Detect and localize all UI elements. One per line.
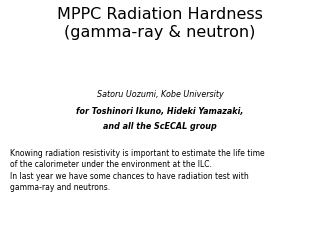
Text: and all the ScECAL group: and all the ScECAL group xyxy=(103,122,217,132)
Text: MPPC Radiation Hardness
(gamma-ray & neutron): MPPC Radiation Hardness (gamma-ray & neu… xyxy=(57,7,263,40)
Text: for Toshinori Ikuno, Hideki Yamazaki,: for Toshinori Ikuno, Hideki Yamazaki, xyxy=(76,107,244,116)
Text: Satoru Uozumi, Kobe University: Satoru Uozumi, Kobe University xyxy=(97,90,223,99)
Text: Knowing radiation resistivity is important to estimate the life time
of the calo: Knowing radiation resistivity is importa… xyxy=(10,149,264,192)
